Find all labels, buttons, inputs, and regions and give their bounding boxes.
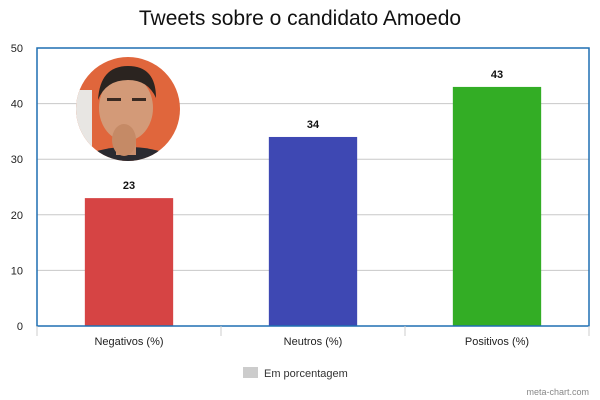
bar: [452, 86, 542, 326]
data-labels: 23 34 43: [123, 69, 503, 192]
bars: [84, 86, 542, 326]
plot-frame: [36, 47, 590, 327]
x-axis: Negativos (%) Neutros (%) Positivos (%): [36, 326, 590, 348]
bar: [268, 136, 358, 326]
y-axis-ticks: 0 10 20 30 40 50: [11, 43, 23, 333]
x-category-label: Positivos (%): [465, 336, 529, 348]
y-tick-label: 20: [11, 210, 23, 222]
x-category-label: Negativos (%): [94, 336, 163, 348]
y-tick-label: 30: [11, 154, 23, 166]
y-tick-label: 0: [17, 321, 23, 333]
legend-label: Em porcentagem: [264, 368, 348, 380]
credit-text: meta-chart.com: [526, 387, 589, 397]
legend: Em porcentagem: [243, 367, 348, 380]
y-tick-label: 50: [11, 43, 23, 55]
candidate-photo-icon: [76, 57, 180, 161]
y-tick-label: 10: [11, 265, 23, 277]
data-label: 23: [123, 180, 135, 192]
y-tick-label: 40: [11, 99, 23, 111]
data-label: 43: [491, 69, 503, 81]
x-category-label: Neutros (%): [284, 336, 343, 348]
bar: [84, 198, 174, 326]
chart-title: Tweets sobre o candidato Amoedo: [139, 7, 461, 30]
data-label: 34: [307, 119, 320, 131]
legend-swatch: [243, 367, 258, 378]
